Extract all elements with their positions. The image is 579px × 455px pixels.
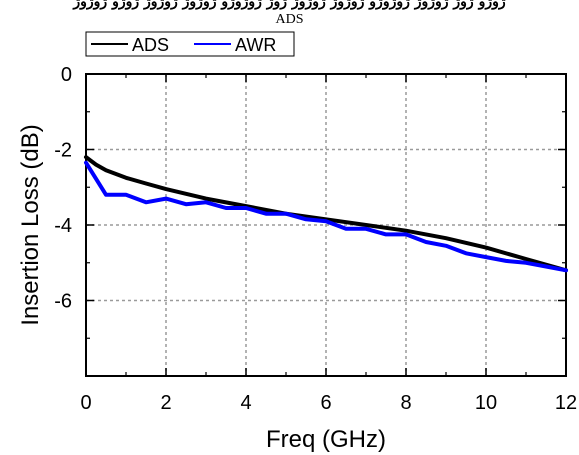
series-line-ads — [84, 155, 568, 273]
chart-title: ADS — [275, 12, 304, 27]
series-layer — [84, 155, 568, 273]
y-tick-label: 0 — [61, 64, 72, 86]
x-tick-label: 12 — [555, 392, 577, 414]
legend: ADS AWR — [85, 31, 295, 57]
top-garbled-text: ژوژو ژوژ ژوژوژ ژوژوژو ژوژوژ ژوژوژ ژوژ ژو… — [0, 0, 579, 16]
y-tick-label: -4 — [54, 215, 72, 237]
legend-label-ads: ADS — [132, 35, 169, 55]
legend-label-awr: AWR — [235, 35, 276, 55]
ticks-layer — [85, 73, 567, 376]
x-tick-label: 10 — [475, 392, 497, 414]
x-tick-label: 8 — [400, 392, 411, 414]
series-line-awr — [84, 160, 568, 273]
x-tick-label: 6 — [320, 392, 331, 414]
garbled-text-line: ژوژو ژوژ ژوژوژ ژوژوژو ژوژوژ ژوژوژ ژوژ ژو… — [73, 0, 506, 10]
x-tick-label: 2 — [160, 392, 171, 414]
labels-layer: 0 2 4 6 8 10 12 -6 -4 -2 0 — [54, 64, 577, 414]
y-tick-label: -2 — [54, 140, 72, 162]
x-tick-label: 4 — [240, 392, 251, 414]
y-axis-label: Insertion Loss (dB) — [17, 124, 44, 325]
y-tick-label: -6 — [54, 291, 72, 313]
grid-layer — [86, 74, 566, 376]
x-tick-label: 0 — [80, 392, 91, 414]
x-axis-label: Freq (GHz) — [266, 426, 386, 453]
